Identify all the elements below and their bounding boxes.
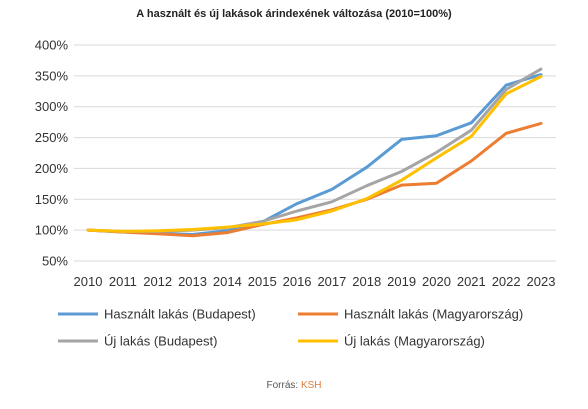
- y-tick-label: 300%: [35, 99, 69, 114]
- legend-item-4: Új lakás (Magyarország): [298, 334, 485, 349]
- y-tick-label: 150%: [35, 192, 69, 207]
- x-tick-label: 2023: [527, 274, 556, 289]
- series-lines: [86, 67, 543, 238]
- x-tick-label: 2017: [317, 274, 346, 289]
- x-tick-label: 2013: [178, 274, 207, 289]
- x-tick-label: 2012: [143, 274, 172, 289]
- x-axis-ticks: 2010 2011 2012 2013 2014 2015 2016 2017 2018 2019…: [74, 274, 556, 289]
- legend-label: Új lakás (Magyarország): [344, 334, 485, 349]
- source-name: KSH: [300, 380, 322, 391]
- y-tick-label: 50%: [42, 254, 68, 269]
- series-line-1: [86, 73, 543, 236]
- y-tick-label: 200%: [35, 161, 69, 176]
- legend-label: Használt lakás (Budapest): [104, 307, 256, 322]
- grid-lines: [74, 44, 556, 262]
- y-tick-label: 400%: [35, 38, 69, 53]
- x-tick-label: 2019: [387, 274, 416, 289]
- source-note: Forrás: KSH: [0, 380, 588, 391]
- y-tick-label: 250%: [35, 130, 69, 145]
- legend-item-1: Használt lakás (Budapest): [58, 307, 256, 322]
- x-tick-label: 2014: [213, 274, 242, 289]
- y-axis-ticks: 50% 100% 150% 200% 250% 300% 350% 400%: [35, 38, 69, 269]
- x-tick-label: 2011: [109, 274, 137, 289]
- chart-title: A használt és új lakások árindexének vál…: [136, 8, 452, 20]
- x-tick-label: 2018: [352, 274, 381, 289]
- legend: Használt lakás (Budapest) Használt lakás …: [58, 307, 523, 349]
- source-label: Forrás:: [266, 380, 299, 391]
- x-tick-label: 2022: [492, 274, 521, 289]
- y-tick-label: 100%: [35, 223, 69, 238]
- x-tick-label: 2010: [74, 274, 103, 289]
- x-tick-label: 2016: [283, 274, 312, 289]
- x-tick-label: 2015: [248, 274, 277, 289]
- series-line-2: [86, 121, 543, 238]
- series-line-3: [86, 67, 543, 233]
- y-tick-label: 350%: [35, 68, 69, 83]
- legend-item-3: Új lakás (Budapest): [58, 334, 217, 349]
- legend-label: Új lakás (Budapest): [104, 334, 217, 349]
- x-tick-label: 2021: [457, 274, 486, 289]
- legend-item-2: Használt lakás (Magyarország): [298, 307, 523, 322]
- x-tick-label: 2020: [422, 274, 451, 289]
- legend-label: Használt lakás (Magyarország): [344, 307, 523, 322]
- series-line-4: [86, 75, 543, 233]
